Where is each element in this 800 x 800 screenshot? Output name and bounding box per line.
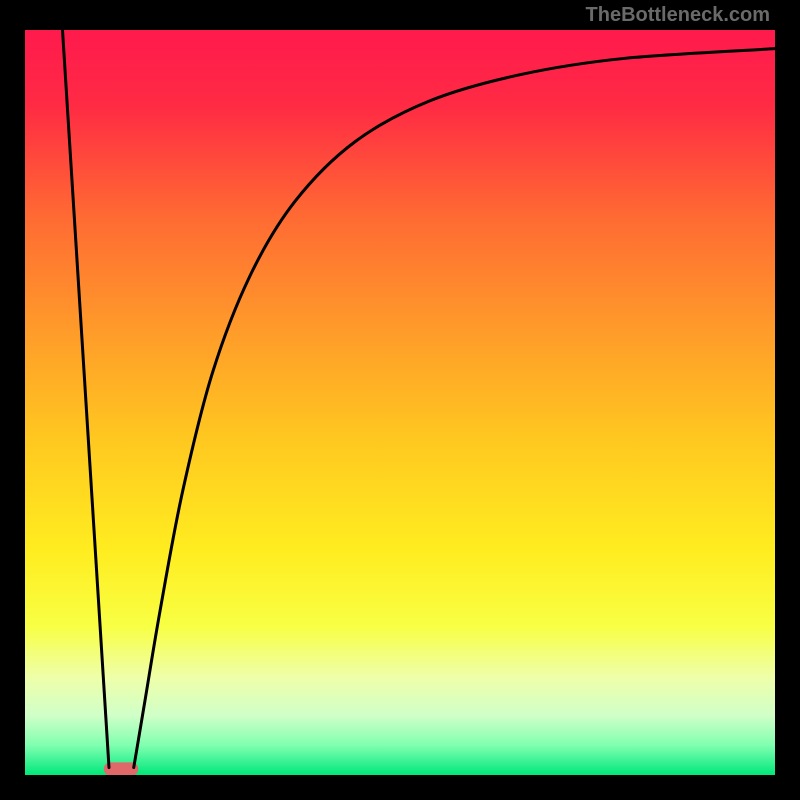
watermark-text: TheBottleneck.com: [586, 4, 770, 27]
chart-frame: TheBottleneck.com: [0, 0, 800, 800]
plot-area: [25, 30, 775, 775]
bottleneck-curve-chart: [25, 30, 775, 775]
